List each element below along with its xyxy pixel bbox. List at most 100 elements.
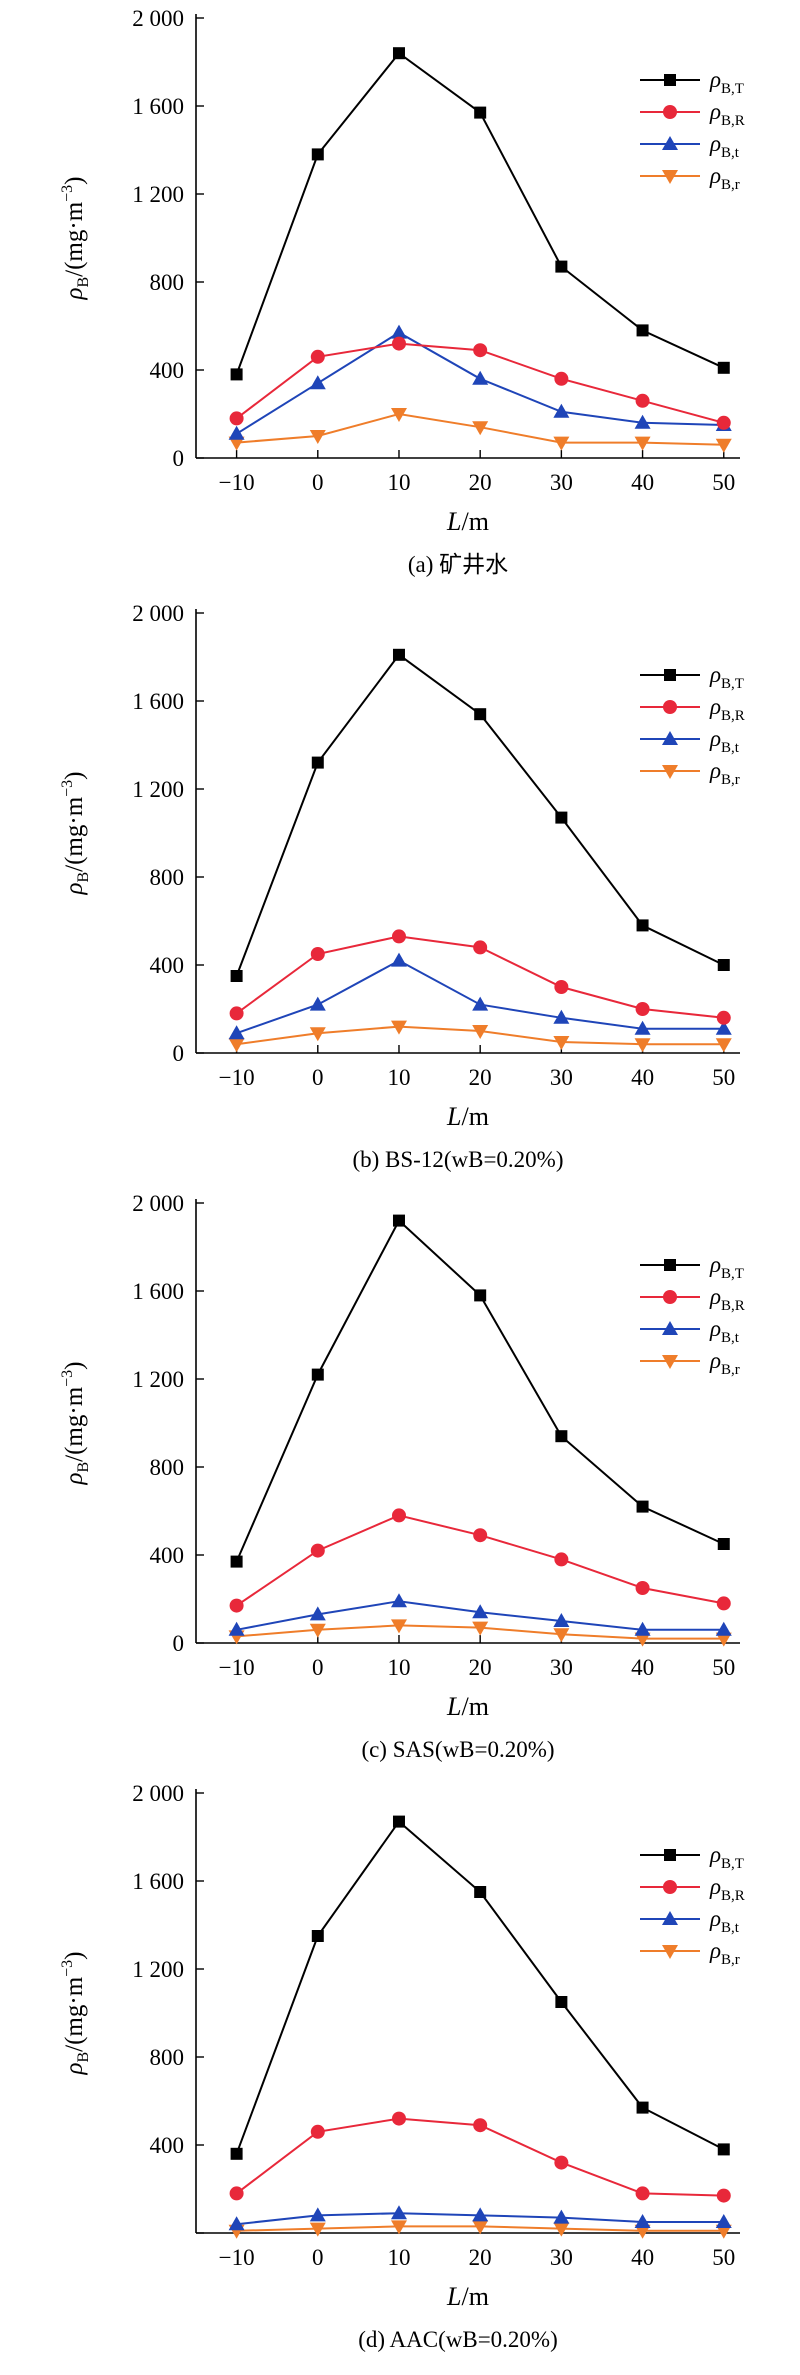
data-point: [473, 940, 488, 955]
legend-label: ρB,T: [709, 1252, 744, 1282]
y-tick-label: 400: [150, 1543, 185, 1568]
x-tick-label: 30: [550, 1655, 573, 1680]
data-point: [390, 2205, 407, 2220]
data-point: [634, 1020, 651, 1035]
data-point: [309, 430, 326, 444]
y-tick-label: 1 600: [132, 1869, 184, 1894]
series-T: [230, 47, 730, 381]
y-tick-label: 400: [150, 2133, 185, 2158]
y-tick-label: 2 000: [132, 1191, 184, 1216]
data-point: [311, 1930, 324, 1942]
data-point: [717, 1538, 730, 1550]
data-point: [555, 1996, 568, 2008]
legend-label: ρB,r: [709, 1348, 740, 1378]
data-point: [715, 438, 732, 453]
data-point: [715, 1632, 732, 1647]
data-point: [716, 415, 731, 430]
x-axis-label: L/m: [446, 507, 489, 536]
data-point: [230, 2147, 243, 2160]
y-axis-label: ρB/(mg·m−3): [59, 176, 92, 300]
data-point: [309, 1606, 326, 1621]
data-point: [472, 1604, 489, 1619]
data-point: [230, 970, 243, 982]
legend-item-R: ρB,R: [640, 1874, 745, 1904]
chart-caption: (b) BS-12(wB=0.20%): [352, 1147, 563, 1172]
y-tick-label: 800: [150, 865, 185, 890]
legend: ρB,TρB,RρB,tρB,r: [640, 67, 745, 193]
data-point: [309, 996, 326, 1011]
data-point: [472, 1025, 489, 1039]
data-point: [390, 1593, 407, 1608]
legend-label: ρB,R: [709, 1874, 745, 1904]
legend-marker: [662, 765, 678, 779]
x-tick-label: 30: [550, 2245, 573, 2270]
y-tick-label: 1 600: [132, 689, 184, 714]
data-point: [390, 1619, 407, 1634]
series-r: [228, 2220, 732, 2239]
data-point: [392, 1815, 405, 1828]
data-point: [553, 2209, 570, 2224]
data-point: [390, 324, 407, 339]
x-tick-label: 0: [312, 2245, 324, 2270]
data-point: [553, 1009, 570, 1024]
data-point: [230, 368, 243, 381]
legend-marker: [662, 1355, 678, 1369]
data-point: [553, 1036, 570, 1050]
legend-marker: [664, 669, 676, 681]
data-point: [555, 811, 568, 824]
data-point: [634, 1632, 651, 1647]
legend-marker: [662, 170, 678, 184]
legend-marker: [662, 136, 678, 150]
data-point: [473, 1528, 488, 1543]
data-point: [311, 148, 324, 161]
x-tick-label: 20: [469, 1065, 492, 1090]
x-tick-label: 20: [469, 2245, 492, 2270]
legend-item-R: ρB,R: [640, 1284, 745, 1314]
data-point: [554, 2155, 569, 2170]
data-point: [634, 2224, 651, 2239]
data-point: [309, 2207, 326, 2222]
data-point: [309, 1027, 326, 1042]
data-point: [636, 324, 649, 337]
data-point: [229, 411, 244, 426]
x-tick-label: 10: [387, 1065, 410, 1090]
data-point: [635, 2186, 650, 2201]
data-point: [472, 421, 489, 436]
legend-item-R: ρB,R: [640, 694, 745, 724]
x-tick-label: 30: [550, 470, 573, 495]
x-tick-label: −10: [219, 1655, 255, 1680]
legend-item-t: ρB,t: [640, 1906, 740, 1936]
data-point: [310, 349, 325, 364]
chart-caption: (c) SAS(wB=0.20%): [361, 1737, 554, 1762]
data-point: [634, 1621, 651, 1636]
x-tick-label: 10: [387, 1655, 410, 1680]
series-R: [229, 336, 731, 430]
data-point: [715, 1621, 732, 1636]
data-point: [474, 1886, 487, 1898]
data-point: [309, 375, 326, 390]
data-point: [228, 1621, 245, 1636]
data-point: [716, 1596, 731, 1611]
legend-marker: [663, 1290, 677, 1304]
series-line: [235, 1218, 725, 1562]
data-point: [634, 436, 651, 451]
x-axis-label: L/m: [446, 1692, 489, 1721]
chart-panel-a: 0 400 800 1 200 1 600 2 000 −10 0 10 20 30 40 50 ρB/(…: [0, 0, 800, 595]
data-point: [715, 2214, 732, 2228]
x-tick-label: 0: [312, 470, 324, 495]
series-t: [228, 952, 732, 1040]
data-point: [230, 1555, 243, 1568]
legend-marker: [662, 1911, 678, 1925]
legend-item-r: ρB,r: [640, 1938, 740, 1968]
legend-item-t: ρB,t: [640, 726, 740, 756]
data-point: [717, 361, 730, 374]
legend-label: ρB,T: [709, 1842, 744, 1872]
legend-label: ρB,t: [709, 1906, 740, 1936]
x-tick-label: 40: [631, 1655, 654, 1680]
chart-panel-d: 400 800 1 200 1 600 2 000 −10 0 10 20 30 40 50 ρB/(m…: [0, 1775, 800, 2375]
y-tick-label: 1 200: [132, 777, 184, 802]
legend-label: ρB,R: [709, 1284, 745, 1314]
chart-svg: 400 800 1 200 1 600 2 000 −10 0 10 20 30 40 50 ρB/(m…: [59, 1781, 745, 2352]
data-point: [390, 952, 407, 967]
data-point: [472, 2220, 489, 2235]
